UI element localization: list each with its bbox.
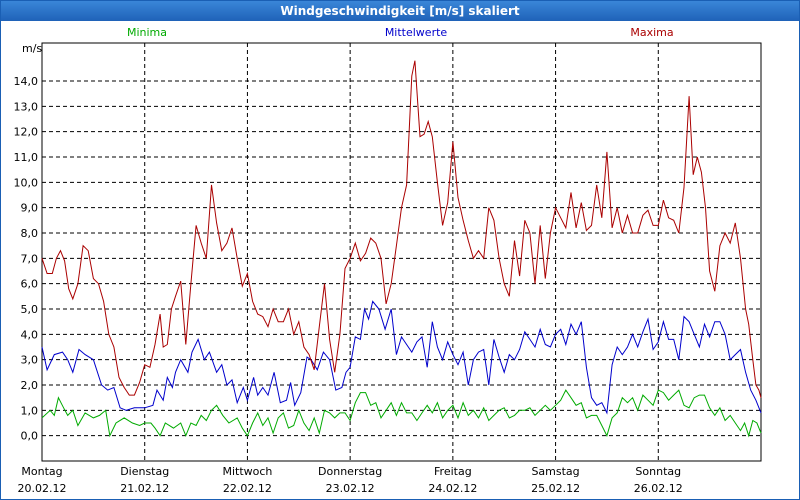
y-tick-label: 3,0 <box>21 354 39 367</box>
y-tick-label: 11,0 <box>14 151 39 164</box>
x-tick-date: 26.02.12 <box>634 482 683 495</box>
plot-frame <box>41 42 762 462</box>
y-tick-label: 4,0 <box>21 328 39 341</box>
legend-maxima: Maxima <box>630 26 673 39</box>
x-tick-day: Montag <box>21 465 62 478</box>
y-tick-label: 9,0 <box>21 202 39 215</box>
legend-mittelwerte: Mittelwerte <box>385 26 448 39</box>
series-line-mittelwerte <box>41 300 762 415</box>
x-tick-date: 24.02.12 <box>428 482 477 495</box>
x-tick-date: 20.02.12 <box>18 482 67 495</box>
x-tick-day: Donnerstag <box>318 465 382 478</box>
x-tick-day: Samstag <box>531 465 579 478</box>
y-axis-label: m/s <box>22 42 42 55</box>
x-tick-date: 23.02.12 <box>326 482 375 495</box>
y-tick-label: 2,0 <box>21 379 39 392</box>
x-tick-day: Sonntag <box>635 465 681 478</box>
y-tick-label: 0,0 <box>21 430 39 443</box>
y-tick-label: 6,0 <box>21 278 39 291</box>
wind-speed-chart: Minima Mittelwerte Maxima m/s 0,0 1,0 2,0 3… <box>14 26 762 495</box>
y-tick-label: 12,0 <box>14 126 39 139</box>
y-tick-label: 13,0 <box>14 100 39 113</box>
y-tick-label: 7,0 <box>21 252 39 265</box>
x-tick-day: Dienstag <box>120 465 169 478</box>
y-tick-label: 14,0 <box>14 75 39 88</box>
x-tick-day: Freitag <box>434 465 472 478</box>
x-tick-date: 22.02.12 <box>223 482 272 495</box>
y-tick-label: 5,0 <box>21 303 39 316</box>
legend-minima: Minima <box>127 26 167 39</box>
y-tick-label: 1,0 <box>21 404 39 417</box>
x-tick-date: 21.02.12 <box>120 482 169 495</box>
x-tick-date: 25.02.12 <box>531 482 580 495</box>
series-line-maxima <box>41 60 762 398</box>
y-tick-label: 10,0 <box>14 176 39 189</box>
window-title: Windgeschwindigkeit [m/s] skaliert <box>1 1 799 21</box>
series-line-minima <box>41 389 762 438</box>
y-tick-label: 8,0 <box>21 227 39 240</box>
x-tick-day: Mittwoch <box>222 465 272 478</box>
